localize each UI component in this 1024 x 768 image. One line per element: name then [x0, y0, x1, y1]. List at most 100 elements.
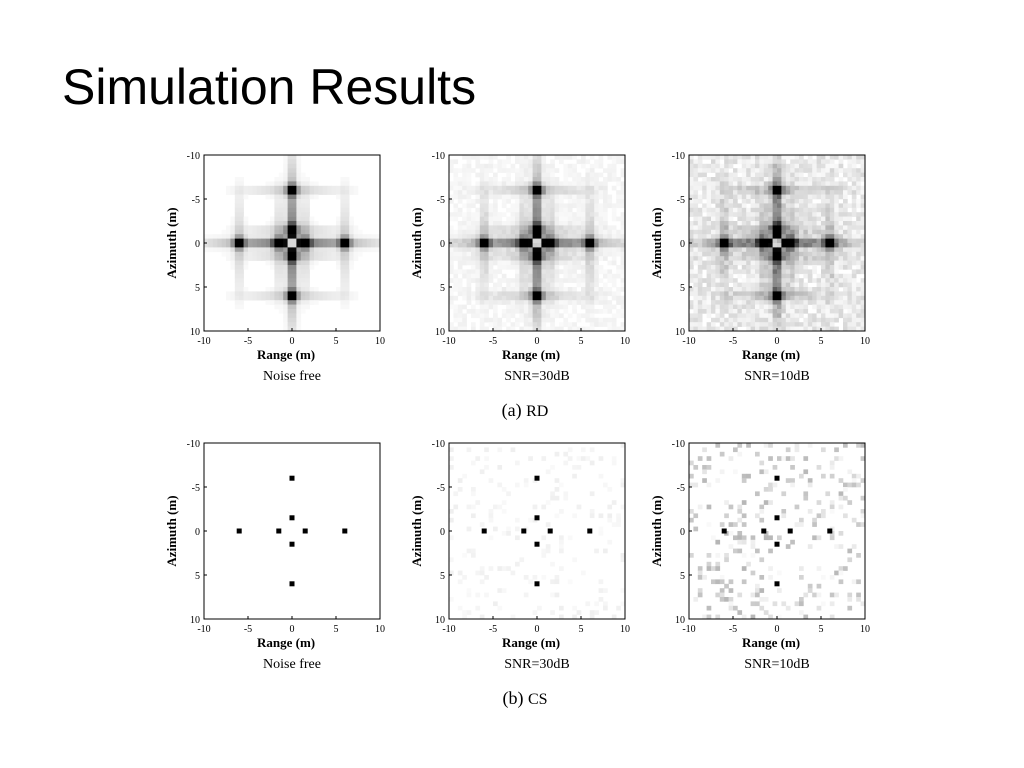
heatmap-cell: [620, 229, 626, 235]
heatmap-cell: [772, 317, 778, 323]
heatmap-cell: [847, 548, 853, 554]
x-tick-label: 0: [535, 624, 540, 635]
heatmap-cell: [719, 207, 725, 213]
heatmap-cell: [829, 317, 835, 323]
heatmap-cell: [737, 322, 743, 327]
heatmap-cell: [611, 251, 617, 257]
heatmap-cell: [501, 194, 507, 200]
heatmap-cell: [607, 487, 613, 492]
heatmap-cell: [812, 168, 817, 173]
heatmap-cell: [488, 203, 494, 209]
heatmap-cell: [449, 159, 454, 165]
heatmap-cell: [763, 265, 769, 270]
heatmap-cell: [340, 300, 346, 305]
heatmap-cell: [755, 159, 760, 165]
heatmap-cell: [466, 225, 472, 231]
heatmap-cell: [768, 317, 773, 323]
heatmap-cell: [234, 221, 240, 226]
heatmap-cell: [545, 269, 551, 275]
heatmap-cell: [344, 295, 350, 301]
heatmap-cell: [746, 238, 751, 244]
heatmap-cell: [598, 513, 604, 519]
heatmap-cell: [457, 487, 463, 492]
heatmap-cell: [594, 256, 599, 261]
heatmap-cell: [305, 247, 310, 253]
heatmap-cell: [510, 447, 516, 453]
y-tick-label: 5: [440, 283, 445, 294]
heatmap-cell: [759, 317, 765, 323]
heatmap-cell: [603, 601, 608, 607]
heatmap-cell: [488, 566, 494, 571]
heatmap-cell: [576, 159, 582, 165]
heatmap-cell: [243, 291, 249, 297]
heatmap-cell: [559, 234, 564, 239]
heatmap-cell: [790, 185, 795, 191]
heatmap-cell: [838, 278, 844, 283]
heatmap-cell: [541, 291, 547, 297]
heatmap-cell: [737, 181, 743, 187]
heatmap-cell: [287, 177, 293, 182]
heatmap-cell: [256, 185, 262, 191]
heatmap-cell: [697, 234, 703, 239]
heatmap-cell: [728, 309, 734, 314]
heatmap-cell: [616, 190, 621, 195]
heatmap-cells: [449, 443, 626, 620]
heatmap-cell: [785, 185, 791, 191]
heatmap-cell: [847, 557, 853, 563]
heatmap-cell: [768, 203, 773, 209]
heatmap-cell: [305, 225, 310, 231]
heatmap-cell: [515, 322, 520, 327]
heatmap-cell: [589, 207, 595, 213]
heatmap-cell: [475, 260, 481, 266]
heatmap-cell: [300, 207, 306, 213]
heatmap-cell: [453, 287, 459, 292]
heatmap-cell: [493, 229, 498, 235]
heatmap-cell: [510, 322, 516, 327]
heatmap-cell: [501, 295, 507, 301]
heatmap-cell: [750, 309, 756, 314]
heatmap-cell: [702, 260, 707, 266]
heatmap-cell: [746, 216, 751, 222]
heatmap-cell: [292, 304, 297, 310]
heatmap-cell: [755, 548, 760, 554]
heatmap-cell: [270, 190, 275, 195]
heatmap-cell: [759, 159, 765, 165]
heatmap-cell: [785, 605, 791, 611]
heatmap-cell: [856, 313, 861, 319]
heatmap-cell: [563, 251, 569, 257]
heatmap-cell: [768, 295, 773, 301]
heatmap-cell: [711, 265, 716, 270]
heatmap-cell: [327, 238, 332, 244]
heatmap-cell: [807, 544, 813, 549]
heatmap-cell: [239, 207, 244, 213]
heatmap-cell: [611, 304, 617, 310]
heatmap-cell: [226, 247, 231, 253]
heatmap-cell: [340, 278, 346, 283]
heatmap-cell: [248, 251, 253, 257]
heatmap-cell: [479, 190, 485, 195]
heatmap-cell: [759, 260, 765, 266]
heatmap-cell: [607, 278, 613, 283]
heatmap-cell: [737, 225, 743, 231]
heatmap-cell: [838, 291, 844, 297]
heatmap-cell: [750, 159, 756, 165]
heatmap-cell: [763, 300, 769, 305]
heatmap-cell: [283, 221, 288, 226]
heatmap-cell: [462, 473, 467, 479]
heatmap-cell: [724, 256, 729, 261]
heatmap-cell: [501, 500, 507, 505]
heatmap-cell: [807, 243, 813, 248]
heatmap-cell: [785, 300, 791, 305]
heatmap-cell: [733, 172, 738, 178]
heatmap-cell: [759, 190, 765, 195]
heatmap-cell: [790, 203, 795, 209]
heatmap-cell: [816, 273, 822, 279]
heatmap-cell: [501, 509, 507, 514]
heatmap-cell: [336, 234, 341, 239]
heatmap-cell: [589, 614, 595, 620]
heatmap-cell: [733, 159, 738, 165]
heatmap-cell: [292, 172, 297, 178]
heatmap-cell: [598, 234, 604, 239]
heatmap-cell: [278, 282, 284, 288]
heatmap-cell: [737, 451, 743, 457]
